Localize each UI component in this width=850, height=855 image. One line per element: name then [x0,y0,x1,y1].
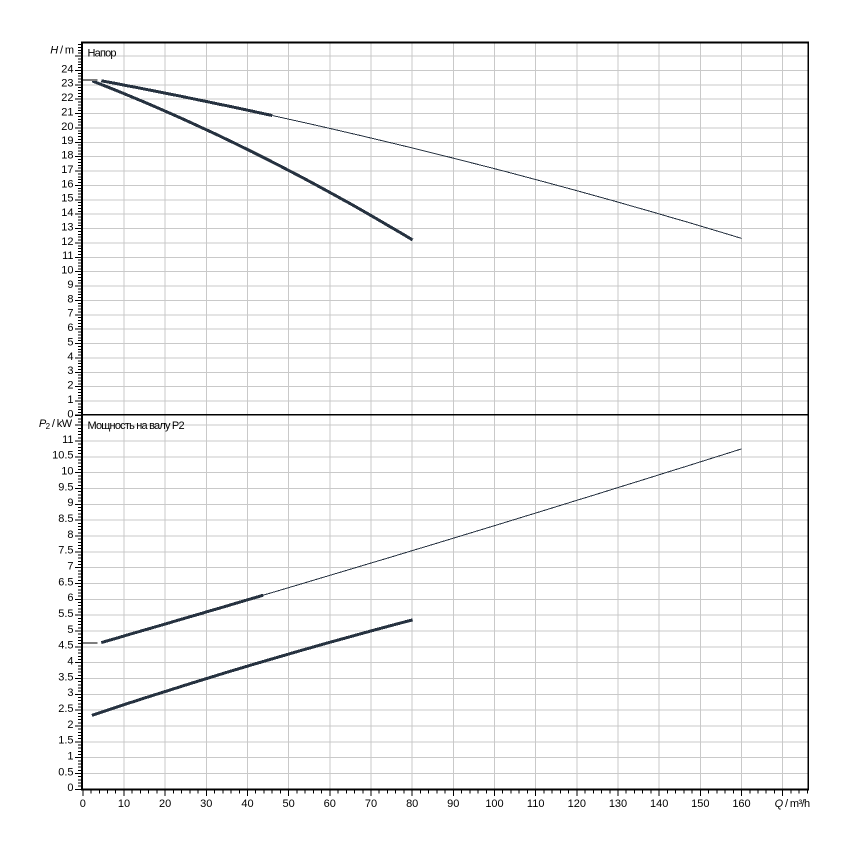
svg-text:1.5: 1.5 [58,735,73,747]
svg-text:9: 9 [67,279,73,291]
svg-text:23: 23 [61,78,73,90]
svg-text:Мощность на валу P2: Мощность на валу P2 [88,420,185,432]
svg-text:0: 0 [67,408,73,420]
svg-text:10: 10 [61,265,73,277]
svg-text:22: 22 [61,92,73,104]
svg-text:3: 3 [67,365,73,377]
svg-text:110: 110 [527,798,545,810]
svg-text:18: 18 [61,150,73,162]
svg-text:21: 21 [61,106,73,118]
svg-text:100: 100 [485,798,503,810]
svg-text:3: 3 [67,687,73,699]
svg-text:7: 7 [67,561,73,573]
svg-text:17: 17 [61,164,73,176]
svg-text:14: 14 [61,207,73,219]
svg-text:60: 60 [324,798,336,810]
svg-text:11: 11 [62,434,73,446]
svg-text:24: 24 [61,63,73,75]
svg-text:19: 19 [61,135,73,147]
svg-text:5: 5 [67,624,73,636]
svg-text:P2 / kW: P2 / kW [39,418,73,431]
svg-text:120: 120 [568,798,586,810]
svg-text:80: 80 [406,798,418,810]
svg-text:1: 1 [67,751,73,763]
svg-text:2: 2 [67,719,73,731]
svg-text:4: 4 [67,351,73,363]
svg-text:H / m: H / m [50,45,74,57]
svg-text:40: 40 [241,798,253,810]
svg-text:30: 30 [200,798,212,810]
svg-text:7: 7 [67,308,73,320]
svg-text:140: 140 [650,798,668,810]
svg-text:5: 5 [67,336,73,348]
svg-text:9.5: 9.5 [58,481,73,493]
svg-text:15: 15 [61,193,73,205]
svg-text:10: 10 [61,466,73,478]
svg-text:3.5: 3.5 [58,671,73,683]
svg-text:0: 0 [67,782,73,794]
svg-text:8: 8 [67,293,73,305]
svg-text:6: 6 [67,592,73,604]
svg-text:2.5: 2.5 [58,703,73,715]
svg-text:13: 13 [61,221,73,233]
svg-text:150: 150 [691,798,709,810]
svg-text:8: 8 [67,529,73,541]
svg-text:6.5: 6.5 [58,576,73,588]
svg-text:1: 1 [67,394,73,406]
svg-text:8.5: 8.5 [58,513,73,525]
svg-text:20: 20 [61,121,73,133]
svg-text:2: 2 [67,380,73,392]
svg-text:0: 0 [80,798,86,810]
svg-text:4: 4 [67,656,73,668]
svg-text:90: 90 [447,798,459,810]
svg-text:11: 11 [62,250,73,262]
svg-text:Напор: Напор [88,47,117,59]
svg-text:160: 160 [732,798,750,810]
svg-text:9: 9 [67,497,73,509]
svg-text:7.5: 7.5 [58,545,73,557]
svg-text:12: 12 [61,236,73,248]
svg-text:5.5: 5.5 [58,608,73,620]
svg-text:16: 16 [61,178,73,190]
svg-text:10.5: 10.5 [52,450,73,462]
svg-text:20: 20 [159,798,171,810]
svg-text:50: 50 [282,798,294,810]
svg-text:4.5: 4.5 [58,640,73,652]
svg-text:Q / m³/h: Q / m³/h [775,798,810,810]
svg-text:6: 6 [67,322,73,334]
svg-text:0.5: 0.5 [58,766,73,778]
svg-text:130: 130 [609,798,627,810]
svg-text:70: 70 [365,798,377,810]
svg-text:10: 10 [118,798,130,810]
